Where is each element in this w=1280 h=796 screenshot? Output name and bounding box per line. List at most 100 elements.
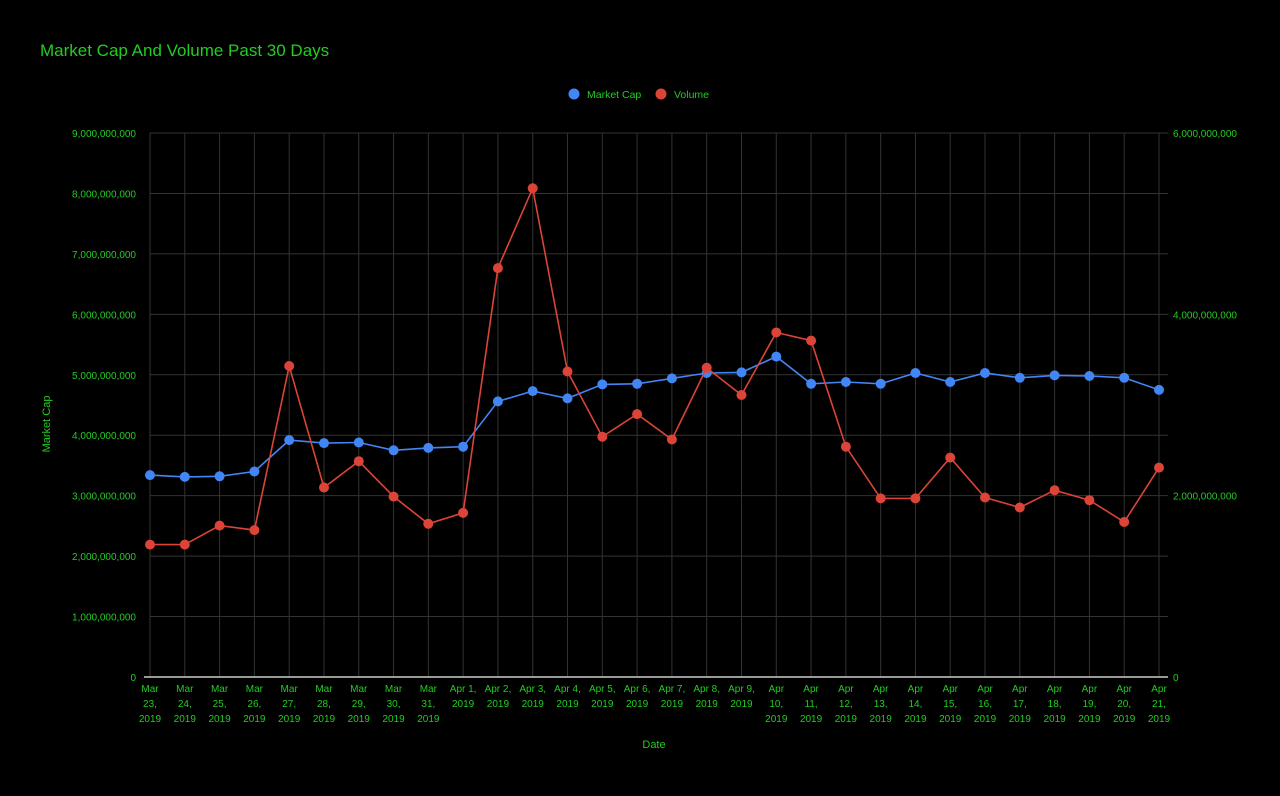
- x-tick-label: Apr 1, 2019: [450, 684, 477, 710]
- market-cap-point: [736, 367, 747, 378]
- market-cap-point: [1154, 384, 1164, 395]
- volume-point: [562, 366, 573, 377]
- market-cap-point: [875, 378, 886, 389]
- market-cap-point: [840, 377, 851, 387]
- volume-point: [945, 452, 956, 463]
- market-cap-point: [353, 437, 364, 448]
- volume-point: [1119, 517, 1130, 527]
- volume-line: [150, 185, 1160, 546]
- x-tick-label: Mar 24, 2019: [174, 684, 197, 725]
- volume-point: [423, 518, 434, 529]
- right-tick-label: 6,000,000,000: [1173, 129, 1237, 140]
- series-layer: [145, 183, 1164, 550]
- legend-volume-marker: [655, 88, 667, 100]
- y-axis-label: Market Cap: [41, 396, 53, 453]
- market-cap-point: [1084, 371, 1095, 381]
- market-cap-point: [771, 351, 782, 362]
- left-axis: 0 1,000,000,000 2,000,000,000 3,000,000,000…: [72, 129, 136, 684]
- volume-point: [527, 183, 538, 194]
- volume-point: [353, 456, 364, 467]
- chart-title: Market Cap And Volume Past 30 Days: [40, 41, 329, 60]
- volume-point: [249, 525, 260, 536]
- volume-point: [632, 409, 643, 420]
- volume-point: [701, 362, 712, 373]
- market-cap-point: [458, 441, 469, 452]
- x-tick-label: Apr 4, 2019: [554, 684, 581, 710]
- x-tick-label: Apr 19, 2019: [1078, 684, 1101, 725]
- volume-point: [1084, 495, 1095, 506]
- left-tick-label: 1,000,000,000: [72, 613, 136, 624]
- left-tick-label: 9,000,000,000: [72, 129, 136, 140]
- x-tick-label: Apr 5, 2019: [589, 684, 616, 710]
- volume-point: [492, 263, 503, 274]
- x-tick-label: Mar 26, 2019: [243, 684, 266, 725]
- x-tick-label: Mar 31, 2019: [417, 684, 440, 725]
- volume-point: [840, 441, 851, 452]
- market-cap-point: [1119, 372, 1130, 383]
- x-tick-label: Apr 8, 2019: [693, 684, 720, 710]
- x-axis: Mar 23, 2019 Mar 24, 2019 Mar 25, 2019 Mar 26, 2019…: [139, 684, 1171, 725]
- volume-point: [179, 539, 190, 550]
- left-tick-label: 7,000,000,000: [72, 250, 136, 261]
- x-tick-label: Apr 20, 2019: [1113, 684, 1136, 725]
- x-tick-label: Apr 10, 2019: [765, 684, 788, 725]
- volume-point: [1049, 485, 1060, 496]
- volume-point: [388, 491, 399, 502]
- market-cap-point: [527, 386, 538, 397]
- right-tick-label: 2,000,000,000: [1173, 492, 1237, 503]
- volume-point: [980, 492, 990, 503]
- x-tick-label: Apr 9, 2019: [728, 684, 755, 710]
- grid-lines: [144, 132, 1168, 678]
- market-cap-point: [980, 368, 990, 378]
- x-tick-label: Apr 17, 2019: [1009, 684, 1032, 725]
- x-tick-label: Mar 29, 2019: [348, 684, 371, 725]
- left-tick-label: 4,000,000,000: [72, 431, 136, 442]
- volume-point: [145, 539, 155, 550]
- left-tick-label: 0: [130, 673, 136, 684]
- x-tick-label: Mar 23, 2019: [139, 684, 162, 725]
- market-cap-point: [249, 466, 260, 477]
- legend-volume-label: Volume: [674, 89, 709, 101]
- x-tick-label: Apr 2, 2019: [485, 684, 512, 710]
- market-cap-point: [214, 471, 225, 482]
- x-tick-label: Apr 11, 2019: [800, 684, 823, 725]
- left-tick-label: 6,000,000,000: [72, 310, 136, 321]
- volume-point: [736, 390, 747, 400]
- market-cap-point: [145, 470, 155, 481]
- volume-point: [666, 434, 677, 445]
- x-tick-label: Apr 21, 2019: [1148, 684, 1171, 725]
- volume-point: [214, 520, 225, 531]
- market-cap-point: [562, 393, 573, 404]
- x-tick-label: Apr 15, 2019: [939, 684, 962, 725]
- x-tick-label: Apr 14, 2019: [904, 684, 927, 725]
- x-tick-label: Apr 18, 2019: [1043, 684, 1066, 725]
- market-cap-point: [1014, 372, 1025, 383]
- right-tick-label: 4,000,000,000: [1173, 310, 1237, 321]
- legend-market-cap-label: Market Cap: [587, 89, 641, 101]
- market-cap-point: [910, 368, 921, 378]
- market-cap-point: [423, 442, 434, 453]
- x-tick-label: Mar 25, 2019: [208, 684, 231, 725]
- market-cap-series: [145, 351, 1164, 482]
- x-tick-label: Apr 6, 2019: [624, 684, 651, 710]
- market-cap-point: [1049, 370, 1060, 381]
- volume-point: [284, 361, 295, 371]
- x-axis-label: Date: [642, 739, 665, 751]
- left-tick-label: 3,000,000,000: [72, 492, 136, 503]
- market-cap-point: [666, 373, 677, 384]
- volume-point: [458, 507, 469, 518]
- volume-point: [910, 493, 921, 504]
- market-cap-point: [806, 378, 817, 389]
- left-tick-label: 8,000,000,000: [72, 189, 136, 200]
- legend-market-cap-marker: [568, 88, 580, 100]
- volume-point: [771, 327, 782, 338]
- x-tick-label: Apr 12, 2019: [835, 684, 858, 725]
- volume-point: [1154, 462, 1164, 473]
- volume-point: [1014, 502, 1025, 513]
- x-tick-label: Apr 16, 2019: [974, 684, 997, 725]
- market-cap-point: [597, 379, 608, 390]
- volume-point: [806, 335, 817, 346]
- volume-series: [145, 183, 1164, 550]
